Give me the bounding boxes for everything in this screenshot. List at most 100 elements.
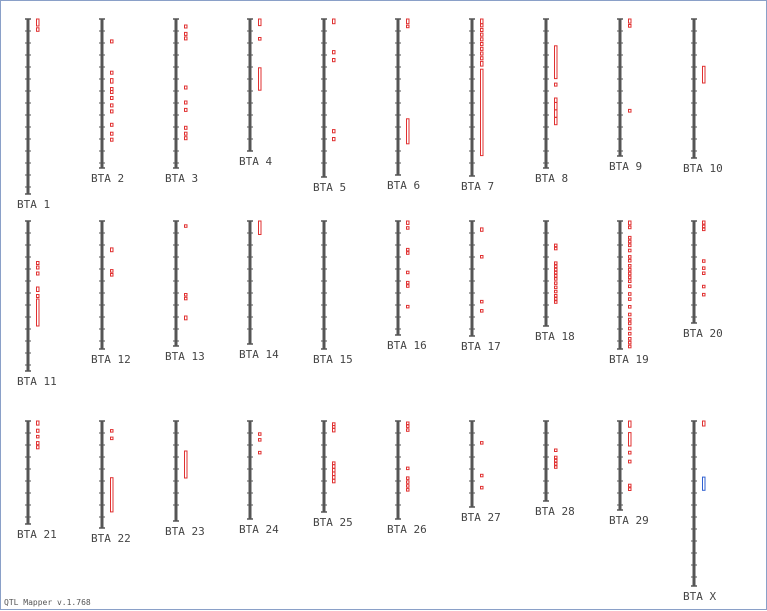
- qtl-region[interactable]: [36, 265, 40, 270]
- qtl-region[interactable]: [406, 484, 410, 488]
- chromosome-bta-27[interactable]: BTA 27: [461, 420, 501, 524]
- qtl-region[interactable]: [110, 90, 114, 94]
- qtl-region[interactable]: [184, 100, 188, 105]
- qtl-region[interactable]: [480, 227, 484, 232]
- qtl-region[interactable]: [258, 18, 262, 27]
- qtl-region[interactable]: [258, 432, 262, 436]
- qtl-region[interactable]: [554, 45, 558, 80]
- chromosome-bta-29[interactable]: BTA 29: [609, 420, 649, 527]
- qtl-region[interactable]: [554, 455, 558, 460]
- chromosome-bta-16[interactable]: BTA 16: [387, 220, 427, 352]
- chromosome-bta-7[interactable]: BTA 7: [461, 18, 494, 193]
- qtl-region[interactable]: [628, 258, 632, 263]
- qtl-region[interactable]: [406, 421, 410, 425]
- qtl-region[interactable]: [332, 467, 336, 473]
- qtl-region[interactable]: [554, 261, 558, 265]
- qtl-region[interactable]: [554, 82, 558, 87]
- qtl-region[interactable]: [554, 264, 558, 269]
- qtl-region[interactable]: [36, 286, 40, 292]
- qtl-region[interactable]: [406, 284, 410, 288]
- qtl-region[interactable]: [110, 429, 114, 433]
- qtl-region[interactable]: [480, 473, 484, 478]
- qtl-region[interactable]: [554, 285, 558, 290]
- qtl-region[interactable]: [36, 441, 40, 446]
- qtl-region[interactable]: [184, 293, 188, 297]
- qtl-region[interactable]: [628, 340, 632, 345]
- qtl-region[interactable]: [36, 294, 40, 298]
- chromosome-bta-15[interactable]: BTA 15: [313, 220, 353, 366]
- qtl-region[interactable]: [702, 271, 706, 275]
- qtl-region[interactable]: [480, 299, 484, 304]
- qtl-region[interactable]: [628, 321, 632, 326]
- chromosome-bta-13[interactable]: BTA 13: [165, 220, 205, 363]
- qtl-region[interactable]: [406, 476, 410, 480]
- qtl-region[interactable]: [554, 277, 558, 281]
- qtl-region[interactable]: [554, 458, 558, 463]
- chromosome-bta-2[interactable]: BTA 2: [91, 18, 124, 185]
- qtl-region[interactable]: [258, 450, 262, 455]
- qtl-region[interactable]: [628, 255, 632, 259]
- qtl-region[interactable]: [184, 125, 188, 130]
- qtl-region[interactable]: [702, 259, 706, 263]
- qtl-region[interactable]: [406, 304, 410, 309]
- qtl-region[interactable]: [110, 477, 114, 513]
- qtl-region[interactable]: [480, 485, 484, 490]
- qtl-region[interactable]: [702, 284, 706, 289]
- qtl-region[interactable]: [702, 476, 706, 491]
- qtl-region[interactable]: [36, 420, 40, 426]
- qtl-region[interactable]: [184, 131, 188, 136]
- qtl-region[interactable]: [406, 226, 410, 230]
- qtl-region[interactable]: [554, 462, 558, 466]
- chromosome-bta-22[interactable]: BTA 22: [91, 420, 131, 545]
- qtl-region[interactable]: [628, 459, 632, 464]
- qtl-region[interactable]: [36, 428, 40, 433]
- qtl-region[interactable]: [702, 292, 706, 297]
- qtl-region[interactable]: [110, 70, 114, 75]
- qtl-region[interactable]: [406, 488, 410, 492]
- qtl-region[interactable]: [332, 475, 336, 480]
- qtl-region[interactable]: [480, 309, 484, 313]
- qtl-region[interactable]: [628, 248, 632, 253]
- qtl-region[interactable]: [628, 292, 632, 296]
- qtl-region[interactable]: [258, 37, 262, 41]
- qtl-region[interactable]: [628, 326, 632, 331]
- qtl-region[interactable]: [480, 42, 484, 47]
- qtl-region[interactable]: [184, 296, 188, 301]
- qtl-region[interactable]: [406, 480, 410, 484]
- qtl-region[interactable]: [110, 103, 114, 108]
- chromosome-bta-1[interactable]: BTA 1: [17, 18, 50, 211]
- qtl-region[interactable]: [554, 294, 558, 298]
- qtl-region[interactable]: [110, 39, 114, 44]
- qtl-region[interactable]: [406, 118, 410, 145]
- qtl-region[interactable]: [554, 97, 558, 103]
- qtl-region[interactable]: [332, 464, 336, 469]
- qtl-region[interactable]: [332, 129, 336, 134]
- qtl-region[interactable]: [702, 266, 706, 270]
- qtl-region[interactable]: [628, 420, 632, 428]
- qtl-region[interactable]: [480, 46, 484, 51]
- qtl-region[interactable]: [406, 466, 410, 471]
- chromosome-bta-12[interactable]: BTA 12: [91, 220, 131, 366]
- qtl-region[interactable]: [36, 445, 40, 450]
- chromosome-bta-8[interactable]: BTA 8: [535, 18, 568, 185]
- qtl-region[interactable]: [110, 109, 114, 114]
- qtl-region[interactable]: [406, 428, 410, 432]
- qtl-region[interactable]: [110, 273, 114, 277]
- chromosome-bta-5[interactable]: BTA 5: [313, 18, 346, 194]
- qtl-region[interactable]: [184, 224, 188, 228]
- qtl-region[interactable]: [110, 122, 114, 127]
- qtl-region[interactable]: [628, 275, 632, 280]
- qtl-region[interactable]: [184, 85, 188, 90]
- qtl-region[interactable]: [406, 424, 410, 428]
- qtl-region[interactable]: [110, 436, 114, 441]
- qtl-region[interactable]: [628, 483, 632, 488]
- qtl-region[interactable]: [258, 220, 262, 235]
- chromosome-bta-3[interactable]: BTA 3: [165, 18, 198, 185]
- qtl-region[interactable]: [184, 136, 188, 141]
- qtl-region[interactable]: [628, 267, 632, 272]
- qtl-region[interactable]: [184, 107, 188, 112]
- qtl-region[interactable]: [258, 438, 262, 442]
- qtl-region[interactable]: [554, 289, 558, 294]
- qtl-region[interactable]: [184, 31, 188, 36]
- qtl-region[interactable]: [480, 23, 484, 28]
